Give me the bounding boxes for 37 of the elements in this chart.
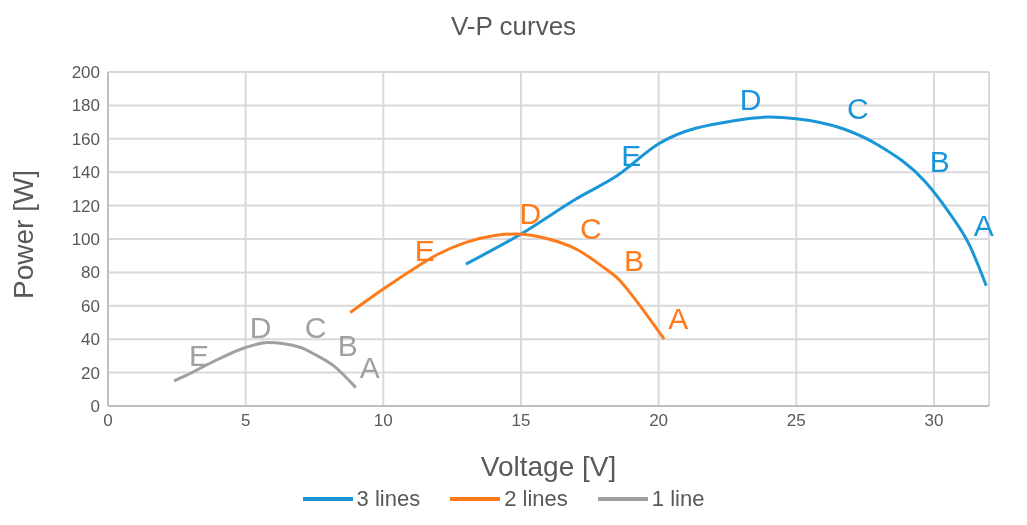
y-tick-label: 200 xyxy=(71,63,100,83)
x-tick-label: 20 xyxy=(649,411,669,431)
x-tick-label: 25 xyxy=(786,411,806,431)
legend-label: 2 lines xyxy=(503,486,568,512)
y-tick-label: 180 xyxy=(71,96,100,116)
data-label: A xyxy=(668,302,689,336)
y-tick-label: 120 xyxy=(71,196,100,216)
data-label: B xyxy=(929,145,950,179)
y-tick-label: 80 xyxy=(81,263,100,283)
x-tick-label: 30 xyxy=(924,411,944,431)
y-tick-label: 160 xyxy=(71,129,100,149)
y-tick-label: 60 xyxy=(81,296,100,316)
data-label: D xyxy=(739,83,762,117)
legend-label: 3 lines xyxy=(355,486,421,512)
data-label: D xyxy=(249,310,272,344)
y-tick-label: 140 xyxy=(71,163,100,183)
y-axis-title: Power [W] xyxy=(7,169,39,299)
data-label: A xyxy=(973,208,994,242)
y-tick-label: 40 xyxy=(81,330,100,350)
data-label: B xyxy=(337,328,358,362)
x-tick-label: 15 xyxy=(511,411,531,431)
data-label: C xyxy=(580,212,602,246)
x-tick-label: 5 xyxy=(240,411,251,431)
data-label: D xyxy=(519,196,542,230)
legend-label: 1 line xyxy=(650,486,705,512)
data-label: E xyxy=(621,138,642,172)
data-label: C xyxy=(304,310,327,344)
data-label: C xyxy=(847,91,869,125)
data-label: A xyxy=(359,350,380,384)
x-axis-title: Voltage [V] xyxy=(480,451,617,482)
y-tick-label: 20 xyxy=(81,363,100,383)
x-tick-label: 0 xyxy=(103,411,113,431)
y-tick-label: 0 xyxy=(90,397,100,417)
y-tick-label: 100 xyxy=(71,230,100,250)
chart-title: V-P curves xyxy=(449,10,578,43)
data-label: B xyxy=(624,243,645,277)
x-tick-label: 10 xyxy=(373,411,393,431)
